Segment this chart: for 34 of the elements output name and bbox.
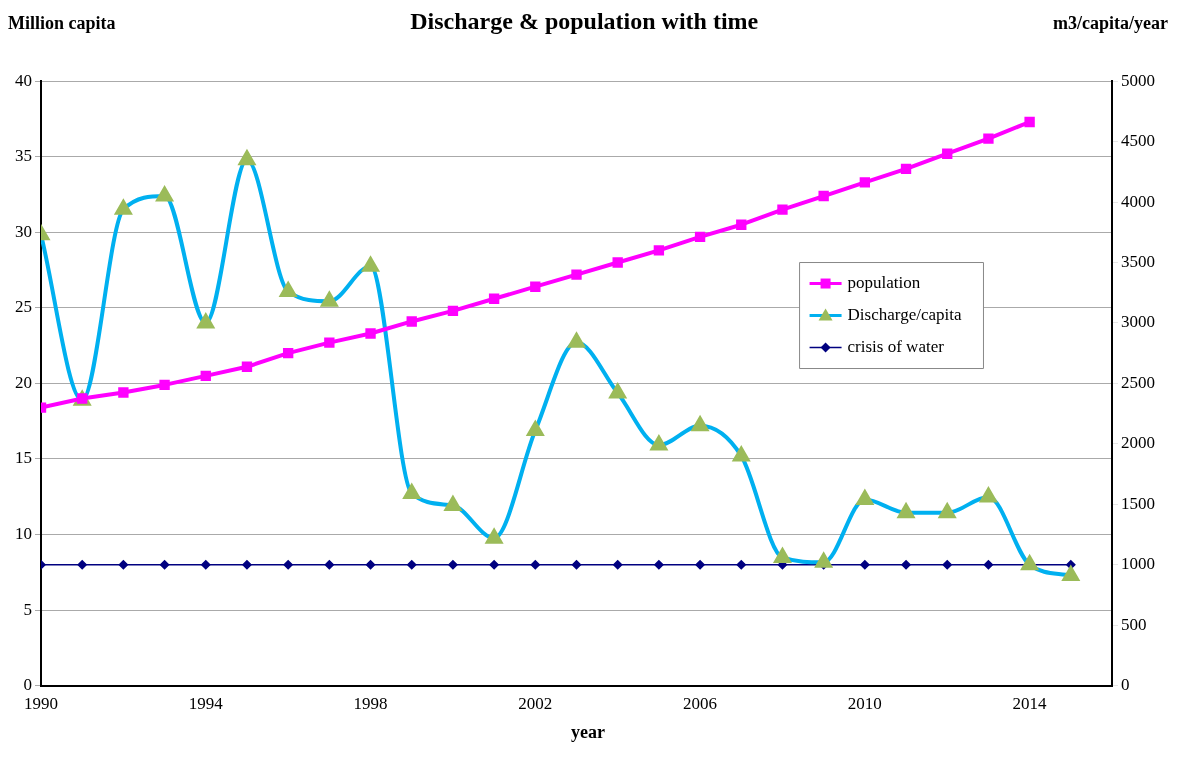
y2-tick-label: 2500 (1121, 372, 1155, 392)
x-tick-label: 1990 (24, 694, 58, 714)
y-tick-label: 10 (15, 523, 32, 543)
y2-tick-label: 2000 (1121, 433, 1155, 453)
y2-tick-label: 4500 (1121, 131, 1155, 151)
y2-tick-label: 5000 (1121, 70, 1155, 90)
y2-tick-label: 500 (1121, 614, 1147, 634)
y-tick-label: 30 (15, 221, 32, 241)
y-tick-label: 0 (23, 675, 32, 695)
y2-tick-label: 3000 (1121, 312, 1155, 332)
x-tick-label: 2006 (683, 694, 718, 714)
y-tick-label: 5 (23, 599, 32, 619)
x-tick-label: 2010 (847, 694, 882, 714)
x-tick-label: 1998 (353, 694, 388, 714)
y2-tick-label: 4000 (1121, 191, 1155, 211)
chart-title: Discharge & population with time (410, 8, 759, 35)
y-tick-label: 40 (15, 70, 32, 90)
y-tick-label: 20 (15, 372, 32, 392)
y-tick-label: 15 (15, 448, 32, 468)
legend-label: crisis of water (847, 336, 945, 356)
y2-tick-label: 1500 (1121, 493, 1155, 513)
y-tick-label: 35 (15, 146, 32, 166)
x-tick-label: 2002 (518, 694, 553, 714)
legend-label: population (847, 272, 921, 292)
y-axis-title: Million capita (8, 13, 116, 34)
y2-axis-title: m3/capita/year (1053, 13, 1168, 34)
y-tick-label: 25 (15, 297, 32, 317)
y2-tick-label: 1000 (1121, 554, 1155, 574)
x-axis-title: year (570, 722, 606, 743)
y2-tick-label: 3500 (1121, 251, 1155, 271)
legend-label: Discharge/capita (847, 304, 962, 324)
y2-tick-label: 0 (1121, 675, 1130, 695)
x-tick-label: 1994 (188, 694, 224, 714)
x-tick-label: 2014 (1012, 694, 1048, 714)
